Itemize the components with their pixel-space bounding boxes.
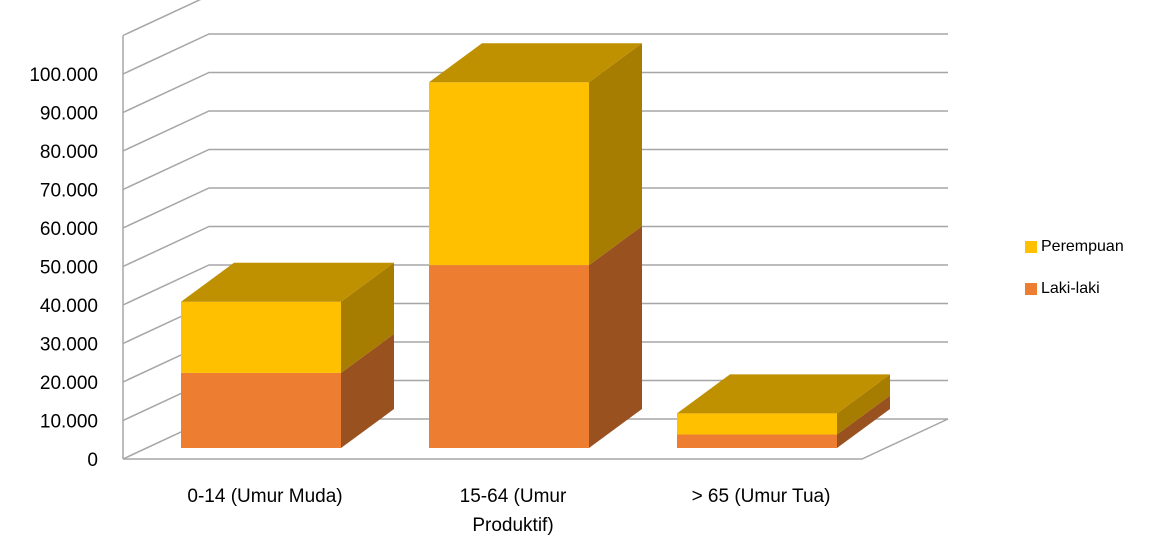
bar-side-perempuan	[341, 262, 394, 373]
bar-top	[429, 43, 642, 83]
legend: Perempuan Laki-laki	[1025, 236, 1150, 320]
legend-item-perempuan: Perempuan	[1025, 236, 1150, 258]
x-category-label: Produktif)	[472, 515, 553, 536]
bar-segment-perempuan	[677, 413, 837, 435]
bar-segment-laki-laki	[677, 434, 837, 448]
bar-side-laki-laki	[589, 226, 642, 448]
gridline	[122, 264, 948, 306]
y-tick-label: 40.000	[40, 296, 98, 317]
floor-edge	[123, 418, 949, 460]
x-category-label: > 65 (Umur Tua)	[692, 486, 831, 507]
y-tick-label: 50.000	[40, 258, 98, 279]
gridline	[122, 225, 948, 268]
bar-segment-laki-laki	[181, 372, 341, 448]
legend-swatch-laki-laki	[1025, 283, 1037, 295]
bar-top	[181, 262, 394, 302]
y-tick-label: 70.000	[40, 181, 98, 202]
bar-side-laki-laki	[837, 395, 890, 448]
gridline	[122, 187, 948, 229]
bar-top	[677, 374, 890, 414]
bar-segment-perempuan	[429, 82, 589, 266]
x-axis-categories: 0-14 (Umur Muda) 15-64 (Umur Produktif) > 6…	[187, 486, 830, 536]
legend-item-laki-laki: Laki-laki	[1025, 278, 1150, 300]
gridline	[122, 0, 202, 37]
y-tick-label: 90.000	[40, 104, 98, 125]
y-tick-label: 60.000	[40, 219, 98, 240]
legend-label-perempuan: Perempuan	[1041, 238, 1124, 255]
bar-segment-perempuan	[181, 301, 341, 373]
y-tick-label: 80.000	[40, 142, 98, 163]
legend-label-laki-laki: Laki-laki	[1041, 280, 1100, 297]
bar-segment-laki-laki	[429, 265, 589, 448]
y-tick-label: 10.000	[40, 412, 98, 433]
x-category-label: 15-64 (Umur	[460, 486, 567, 507]
gridlines	[122, 0, 949, 460]
gridline	[122, 33, 948, 75]
y-tick-label: 30.000	[40, 335, 98, 356]
bar-side-perempuan	[589, 43, 642, 266]
legend-swatch-perempuan	[1025, 241, 1037, 253]
gridline	[122, 148, 948, 191]
bar-side-perempuan	[837, 374, 890, 435]
y-tick-label: 100.000	[29, 65, 98, 86]
y-axis-ticks: 0 10.000 20.000 30.000 40.000 50.000 60.000 70.…	[29, 65, 98, 471]
gridline	[122, 71, 948, 114]
bar-side-laki-laki	[341, 333, 394, 448]
y-tick-label: 20.000	[40, 373, 98, 394]
gridline	[122, 110, 948, 152]
y-tick-label: 0	[87, 450, 98, 471]
bars	[181, 43, 890, 448]
x-category-label: 0-14 (Umur Muda)	[187, 486, 342, 507]
